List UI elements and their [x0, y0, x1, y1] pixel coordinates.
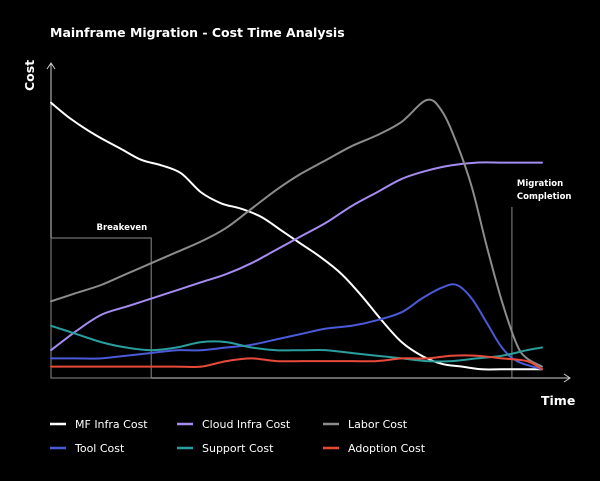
x-axis-label: Time — [541, 393, 575, 408]
breakeven-box — [50, 237, 152, 379]
adoption-cost-line — [50, 354, 543, 371]
y-axis-arrow — [46, 62, 56, 70]
adoption-cost-legend-label: Adoption Cost — [348, 442, 426, 455]
y-axis-label: Cost — [22, 60, 37, 91]
support-cost-legend-label: Support Cost — [202, 442, 274, 455]
mf-infra-cost-line — [50, 101, 543, 371]
completion-label: Completion — [517, 192, 572, 202]
tool-cost-line — [50, 283, 543, 371]
migration-label: Migration — [517, 179, 563, 189]
chart-title: Mainframe Migration - Cost Time Analysis — [50, 25, 345, 40]
support-cost-line — [50, 324, 543, 363]
x-axis-arrow — [563, 373, 571, 383]
cloud-infra-cost-legend-label: Cloud Infra Cost — [202, 418, 291, 431]
mf-infra-cost-legend-label: MF Infra Cost — [75, 418, 148, 431]
labor-cost-legend-label: Labor Cost — [348, 418, 408, 431]
cloud-infra-cost-line — [50, 161, 543, 352]
breakeven-label: Breakeven — [96, 223, 147, 233]
labor-cost-line — [50, 98, 543, 368]
tool-cost-legend-label: Tool Cost — [74, 442, 125, 455]
